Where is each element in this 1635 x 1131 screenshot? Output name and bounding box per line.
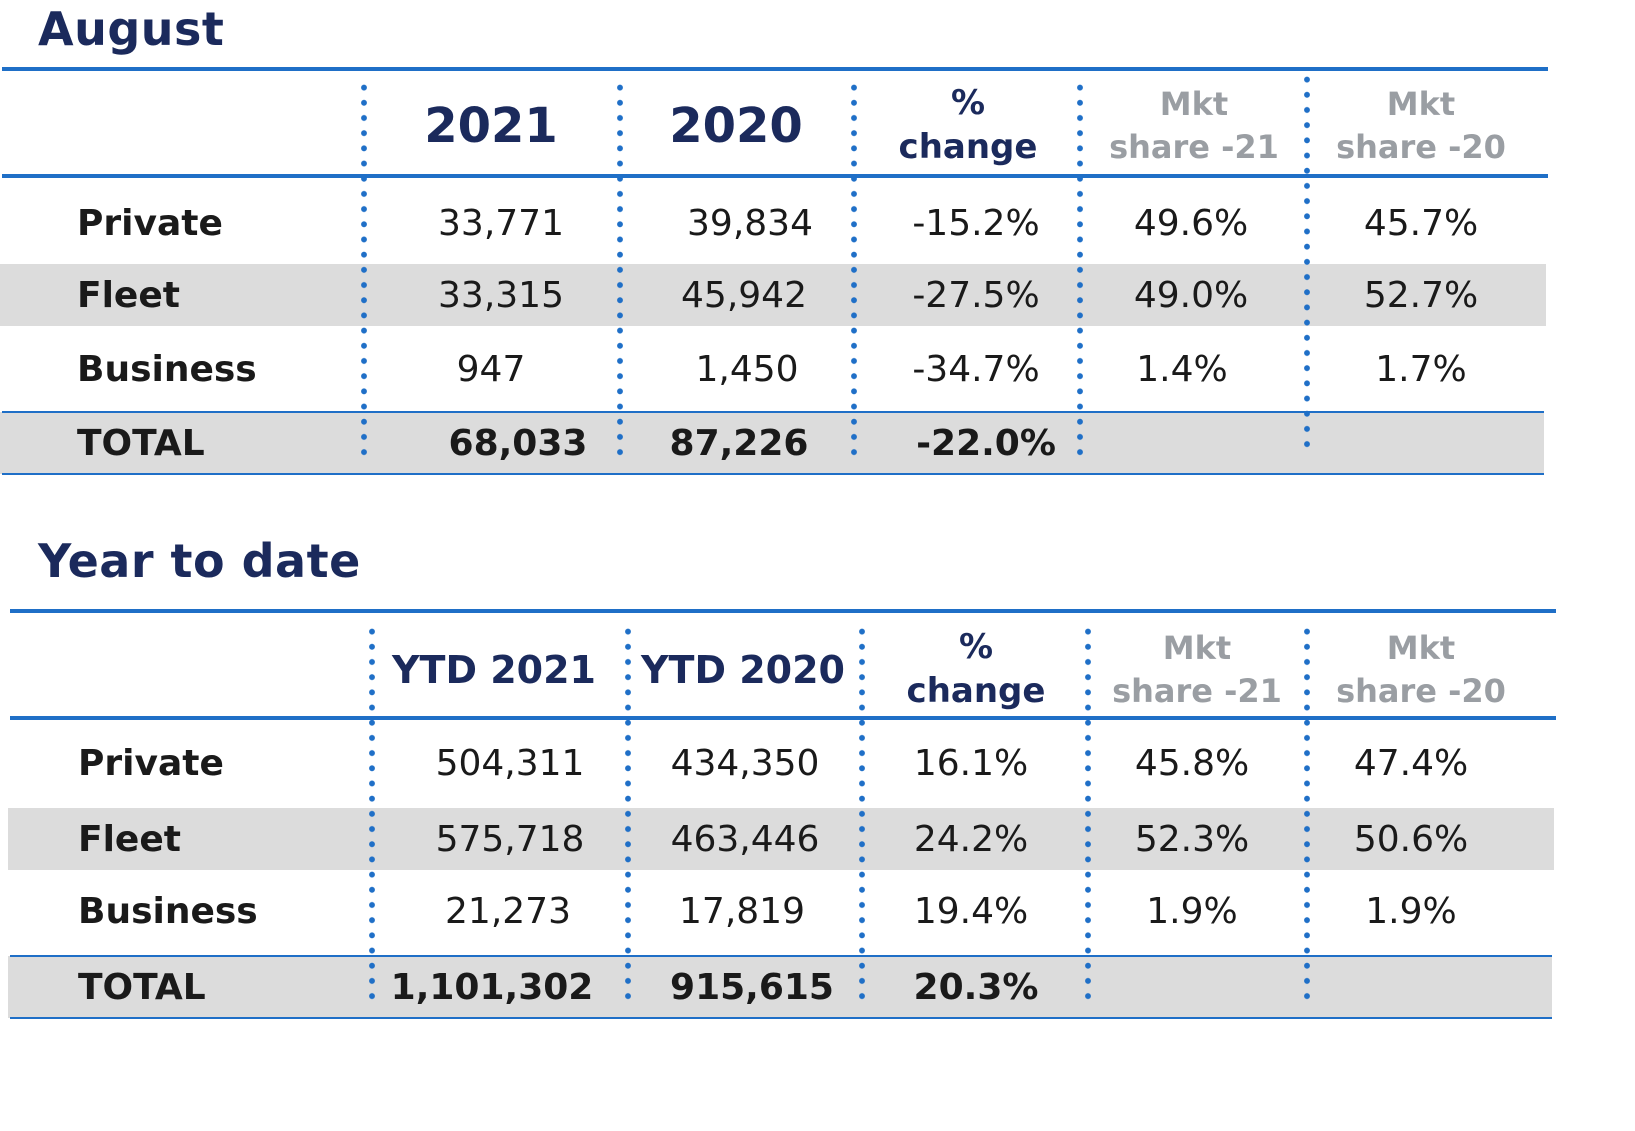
august-cell-2020: 1,450 <box>695 348 799 390</box>
august-cell-mkt20: 52.7% <box>1363 274 1479 316</box>
august-col-divider <box>617 80 623 460</box>
ytd-header-2020: YTD 2020 <box>641 648 845 692</box>
ytd-header-mkt21-line2: share -21 <box>1112 672 1282 710</box>
ytd-cell-mkt21: 45.8% <box>1134 742 1250 784</box>
ytd-row-label: Business <box>78 890 258 932</box>
august-col-divider <box>851 80 857 460</box>
august-col-divider <box>1077 80 1083 460</box>
ytd-header-mkt20-line2: share -20 <box>1336 672 1506 710</box>
august-header-mkt21: Mkt share -21 <box>1084 78 1304 174</box>
ytd-cell-2021: 575,718 <box>435 818 585 860</box>
ytd-header-rule <box>10 716 1556 720</box>
august-header-mkt21-line1: Mkt <box>1159 84 1229 123</box>
august-total-2020: 87,226 <box>669 422 809 464</box>
august-title: August <box>38 2 225 56</box>
ytd-top-rule <box>10 609 1556 613</box>
ytd-header-pct-line2: change <box>906 671 1046 711</box>
august-total-pct: -22.0% <box>916 422 1056 464</box>
ytd-cell-mkt20: 47.4% <box>1353 742 1469 784</box>
ytd-col-divider <box>1304 624 1310 1004</box>
ytd-total-2020: 915,615 <box>670 966 834 1008</box>
ytd-col-divider <box>625 624 631 1004</box>
august-cell-2020: 39,834 <box>687 202 813 244</box>
august-cell-pct: -15.2% <box>912 202 1040 244</box>
ytd-header-mkt21-line1: Mkt <box>1162 628 1232 667</box>
august-col-divider <box>1304 72 1310 452</box>
ytd-cell-mkt20: 50.6% <box>1353 818 1469 860</box>
august-cell-2021: 33,315 <box>438 274 564 316</box>
august-total-band <box>0 412 1544 474</box>
august-header-mkt21-line2: share -21 <box>1109 128 1279 166</box>
august-cell-mkt20: 1.7% <box>1375 348 1467 390</box>
august-header-pct-line1: % <box>950 82 986 123</box>
august-row-label: Fleet <box>77 274 180 316</box>
august-cell-mkt20: 45.7% <box>1363 202 1479 244</box>
ytd-cell-mkt21: 1.9% <box>1146 890 1238 932</box>
ytd-cell-2020: 463,446 <box>670 818 820 860</box>
ytd-total-top-rule <box>10 955 1552 957</box>
ytd-cell-mkt20: 1.9% <box>1365 890 1457 932</box>
august-top-rule <box>2 67 1548 71</box>
august-header-mkt20-line1: Mkt <box>1386 84 1456 123</box>
august-header-pct-change: % change <box>858 76 1078 174</box>
august-row-label: Private <box>77 202 223 244</box>
august-cell-pct: -27.5% <box>912 274 1040 316</box>
august-total-top-rule <box>2 411 1544 413</box>
ytd-col-divider <box>859 624 865 1004</box>
august-cell-2021: 947 <box>456 348 526 390</box>
ytd-cell-2020: 434,350 <box>670 742 820 784</box>
ytd-header-mkt20-line1: Mkt <box>1386 628 1456 667</box>
ytd-title: Year to date <box>38 534 361 588</box>
august-total-2021: 68,033 <box>448 422 588 464</box>
august-header-2021: 2021 <box>424 98 558 154</box>
august-header-2020: 2020 <box>669 98 803 154</box>
ytd-header-2021: YTD 2021 <box>392 648 596 692</box>
august-header-rule <box>2 174 1548 178</box>
ytd-total-pct: 20.3% <box>913 966 1039 1008</box>
august-header-pct-line2: change <box>898 127 1038 167</box>
august-col-divider <box>361 80 367 460</box>
ytd-header-pct-change: % change <box>866 620 1086 718</box>
august-cell-mkt21: 49.6% <box>1133 202 1249 244</box>
ytd-cell-mkt21: 52.3% <box>1134 818 1250 860</box>
ytd-header-pct-line1: % <box>958 626 994 667</box>
ytd-cell-2020: 17,819 <box>679 890 805 932</box>
ytd-row-label: Private <box>78 742 224 784</box>
ytd-row-label: Fleet <box>78 818 181 860</box>
august-cell-2020: 45,942 <box>681 274 807 316</box>
august-cell-mkt21: 1.4% <box>1136 348 1228 390</box>
august-cell-2021: 33,771 <box>438 202 564 244</box>
ytd-fleet-band <box>8 808 1554 870</box>
august-fleet-band <box>0 264 1546 326</box>
ytd-header-mkt21: Mkt share -21 <box>1092 622 1302 718</box>
ytd-cell-pct: 16.1% <box>913 742 1029 784</box>
ytd-total-label: TOTAL <box>78 966 206 1008</box>
ytd-col-divider <box>1085 624 1091 1004</box>
ytd-cell-2021: 504,311 <box>435 742 585 784</box>
ytd-total-bottom-rule <box>10 1017 1552 1019</box>
ytd-cell-pct: 19.4% <box>913 890 1029 932</box>
august-cell-pct: -34.7% <box>912 348 1040 390</box>
ytd-total-band <box>8 956 1552 1018</box>
august-header-mkt20-line2: share -20 <box>1336 128 1506 166</box>
ytd-cell-2021: 21,273 <box>445 890 571 932</box>
august-total-label: TOTAL <box>77 422 205 464</box>
august-total-bottom-rule <box>2 473 1544 475</box>
august-header-mkt20: Mkt share -20 <box>1311 78 1531 174</box>
ytd-total-2021: 1,101,302 <box>390 966 594 1008</box>
ytd-col-divider <box>369 624 375 1004</box>
ytd-header-mkt20: Mkt share -20 <box>1311 622 1531 718</box>
august-cell-mkt21: 49.0% <box>1133 274 1249 316</box>
ytd-cell-pct: 24.2% <box>913 818 1029 860</box>
august-row-label: Business <box>77 348 257 390</box>
